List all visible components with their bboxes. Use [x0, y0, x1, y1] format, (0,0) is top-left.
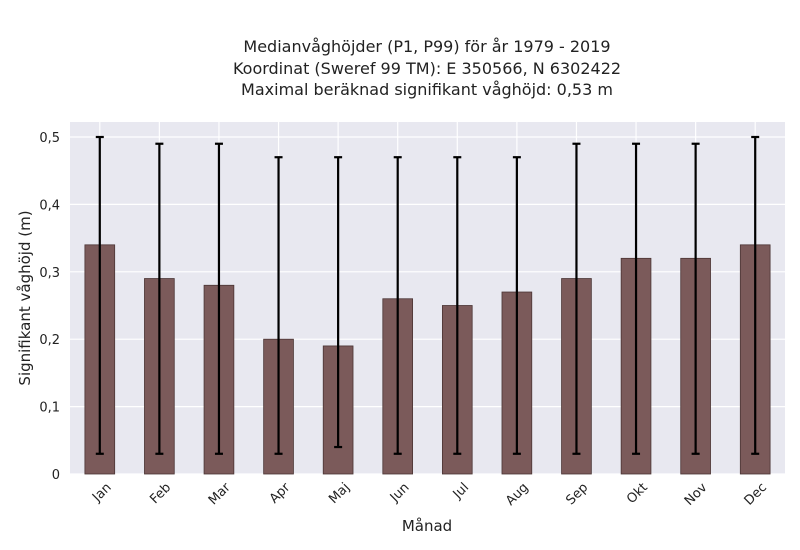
x-tick-label: Jun — [387, 480, 413, 506]
x-tick-label: Feb — [147, 480, 174, 507]
x-tick-label: Maj — [326, 480, 353, 507]
y-tick-label: 0,1 — [39, 401, 60, 416]
error-bar-mar — [214, 142, 223, 455]
plot-area — [70, 122, 785, 474]
y-tick-label: 0,2 — [39, 333, 60, 348]
title-line-2: Koordinat (Sweref 99 TM): E 350566, N 63… — [233, 59, 621, 78]
title-line-3: Maximal beräknad signifikant våghöjd: 0,… — [241, 80, 613, 99]
x-tick-label: Dec — [742, 480, 770, 508]
y-tick-label: 0,4 — [39, 198, 60, 213]
y-tick-label: 0,3 — [39, 266, 60, 281]
x-tick-label: Sep — [563, 480, 591, 508]
error-bar-okt — [632, 142, 641, 455]
error-bar-jul — [453, 156, 462, 455]
x-tick-label: Nov — [682, 480, 711, 509]
error-bar-jun — [393, 156, 402, 455]
error-bar-sep — [572, 142, 581, 455]
chart-title: Medianvåghöjder (P1, P99) för år 1979 - … — [233, 37, 621, 99]
x-tick-label: Jul — [450, 480, 472, 502]
x-tick-label: Jan — [89, 480, 114, 505]
y-tick-labels: 0 0,1 0,2 0,3 0,4 0,5 — [39, 131, 60, 483]
x-tick-labels: Jan Feb Mar Apr Maj Jun Jul Aug Sep Okt Nov Dec — [89, 480, 770, 509]
x-tick-label: Aug — [503, 480, 532, 509]
y-tick-label: 0,5 — [39, 131, 60, 146]
error-bar-nov — [691, 142, 700, 455]
error-bar-dec — [751, 135, 760, 455]
error-bar-maj — [334, 156, 343, 449]
x-tick-label: Mar — [206, 480, 234, 508]
error-bar-apr — [274, 156, 283, 455]
error-bar-jan — [95, 135, 104, 455]
y-tick-label: 0 — [52, 468, 60, 483]
x-tick-label: Okt — [624, 480, 651, 507]
title-line-1: Medianvåghöjder (P1, P99) för år 1979 - … — [243, 37, 610, 56]
error-bar-feb — [155, 142, 164, 455]
x-axis-label: Månad — [402, 517, 452, 535]
x-tick-label: Apr — [267, 480, 294, 507]
y-axis-label: Signifikant våghöjd (m) — [16, 210, 34, 385]
error-bar-aug — [512, 156, 521, 455]
error-bars — [95, 135, 760, 455]
